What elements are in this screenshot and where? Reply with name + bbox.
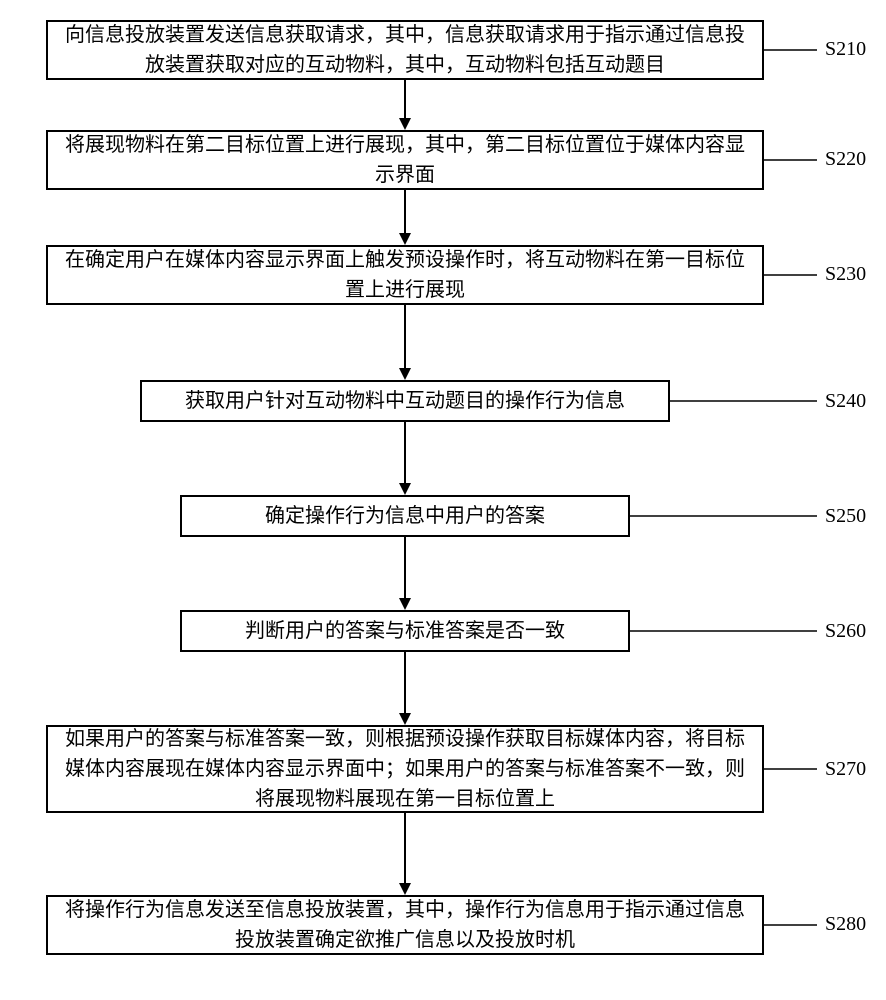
flow-node-text: 在确定用户在媒体内容显示界面上触发预设操作时，将互动物料在第一目标位置上进行展现 (56, 245, 754, 305)
step-label-S250: S250 (825, 505, 866, 528)
flow-node-text: 判断用户的答案与标准答案是否一致 (245, 616, 565, 646)
step-label-S260: S260 (825, 620, 866, 643)
flow-node-S250: 确定操作行为信息中用户的答案 (180, 495, 630, 537)
step-label-S230: S230 (825, 263, 866, 286)
flow-node-text: 获取用户针对互动物料中互动题目的操作行为信息 (185, 386, 625, 416)
flow-node-S280: 将操作行为信息发送至信息投放装置，其中，操作行为信息用于指示通过信息投放装置确定… (46, 895, 764, 955)
flow-node-S270: 如果用户的答案与标准答案一致，则根据预设操作获取目标媒体内容，将目标媒体内容展现… (46, 725, 764, 813)
flowchart-canvas: 向信息投放装置发送信息获取请求，其中，信息获取请求用于指示通过信息投放装置获取对… (0, 0, 886, 1000)
step-label-S240: S240 (825, 390, 866, 413)
step-label-S210: S210 (825, 38, 866, 61)
flow-node-text: 确定操作行为信息中用户的答案 (265, 501, 545, 531)
step-label-S270: S270 (825, 758, 866, 781)
flow-node-text: 如果用户的答案与标准答案一致，则根据预设操作获取目标媒体内容，将目标媒体内容展现… (56, 724, 754, 814)
flow-node-S240: 获取用户针对互动物料中互动题目的操作行为信息 (140, 380, 670, 422)
flow-node-text: 向信息投放装置发送信息获取请求，其中，信息获取请求用于指示通过信息投放装置获取对… (56, 20, 754, 80)
step-label-S220: S220 (825, 148, 866, 171)
flow-node-S230: 在确定用户在媒体内容显示界面上触发预设操作时，将互动物料在第一目标位置上进行展现 (46, 245, 764, 305)
flow-node-S210: 向信息投放装置发送信息获取请求，其中，信息获取请求用于指示通过信息投放装置获取对… (46, 20, 764, 80)
step-label-S280: S280 (825, 913, 866, 936)
flow-node-text: 将操作行为信息发送至信息投放装置，其中，操作行为信息用于指示通过信息投放装置确定… (56, 895, 754, 955)
flow-node-S220: 将展现物料在第二目标位置上进行展现，其中，第二目标位置位于媒体内容显示界面 (46, 130, 764, 190)
flow-node-S260: 判断用户的答案与标准答案是否一致 (180, 610, 630, 652)
flow-node-text: 将展现物料在第二目标位置上进行展现，其中，第二目标位置位于媒体内容显示界面 (56, 130, 754, 190)
